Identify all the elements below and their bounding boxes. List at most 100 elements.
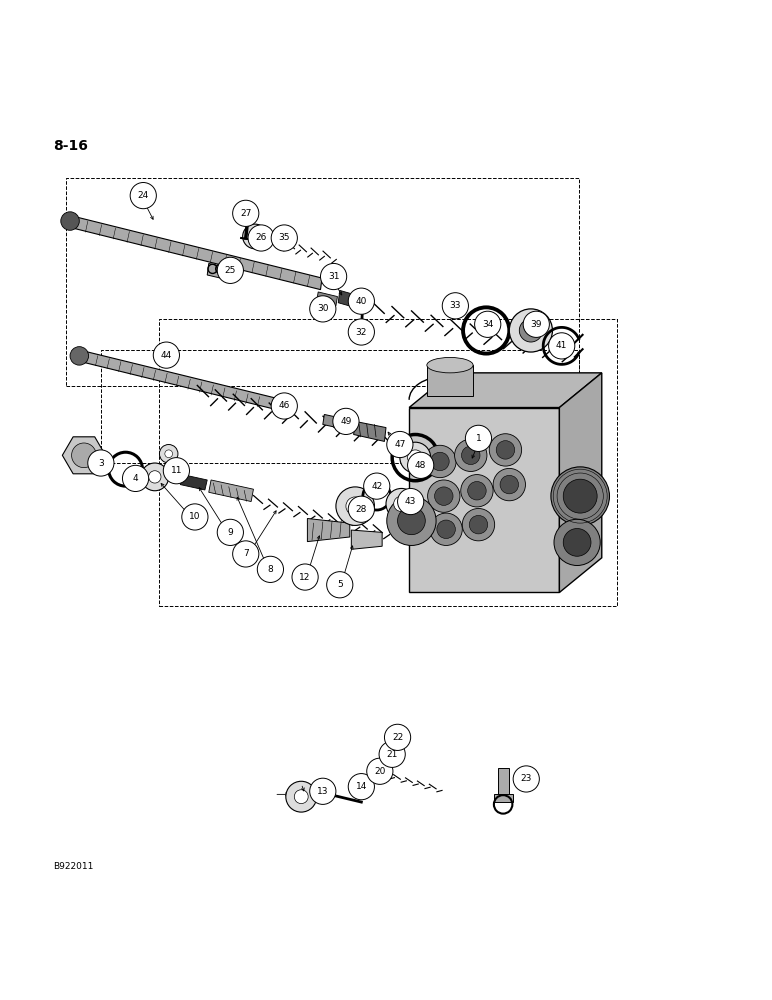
Circle shape [549, 333, 575, 359]
Circle shape [271, 225, 297, 251]
Text: 42: 42 [371, 482, 382, 491]
Circle shape [462, 508, 495, 541]
Circle shape [367, 758, 393, 784]
Text: 33: 33 [449, 301, 461, 310]
Circle shape [428, 480, 460, 512]
Circle shape [500, 475, 519, 494]
Circle shape [88, 450, 114, 476]
Text: 34: 34 [482, 320, 493, 329]
Circle shape [386, 488, 417, 519]
Text: 40: 40 [356, 297, 367, 306]
Circle shape [292, 564, 318, 590]
Text: 39: 39 [530, 320, 542, 329]
Circle shape [469, 515, 488, 534]
Text: 48: 48 [415, 461, 426, 470]
Ellipse shape [427, 357, 473, 373]
Text: 13: 13 [317, 787, 329, 796]
Polygon shape [207, 263, 232, 280]
Polygon shape [80, 351, 276, 409]
Circle shape [217, 519, 243, 545]
Text: 47: 47 [394, 440, 405, 449]
Text: 3: 3 [98, 459, 103, 468]
Circle shape [154, 342, 179, 368]
Circle shape [408, 450, 423, 465]
Text: 32: 32 [356, 328, 367, 337]
Circle shape [435, 487, 453, 505]
Polygon shape [494, 794, 513, 802]
Text: 14: 14 [356, 782, 367, 791]
Text: 22: 22 [392, 733, 403, 742]
Circle shape [564, 529, 591, 556]
Circle shape [510, 309, 553, 352]
Text: 9: 9 [228, 528, 233, 537]
Text: 44: 44 [161, 351, 172, 360]
Circle shape [462, 446, 480, 465]
Polygon shape [63, 437, 106, 474]
Polygon shape [351, 530, 382, 549]
Text: 26: 26 [256, 233, 267, 242]
Circle shape [310, 296, 336, 322]
Polygon shape [180, 475, 207, 490]
Circle shape [520, 319, 543, 342]
Circle shape [437, 520, 455, 539]
Circle shape [333, 408, 359, 434]
Circle shape [564, 479, 598, 513]
Polygon shape [323, 414, 353, 431]
Circle shape [387, 730, 401, 744]
Circle shape [379, 741, 405, 767]
Polygon shape [66, 215, 322, 290]
Text: 27: 27 [240, 209, 252, 218]
Text: 21: 21 [387, 750, 398, 759]
Circle shape [70, 347, 89, 365]
Text: 7: 7 [243, 549, 249, 558]
Circle shape [523, 311, 550, 337]
Circle shape [348, 774, 374, 800]
Circle shape [61, 212, 80, 230]
Circle shape [248, 225, 274, 251]
Text: 8: 8 [268, 565, 273, 574]
Text: 49: 49 [340, 417, 351, 426]
Text: 23: 23 [520, 774, 532, 783]
Circle shape [468, 482, 486, 500]
Text: 28: 28 [356, 505, 367, 514]
Circle shape [181, 504, 208, 530]
Text: 35: 35 [279, 233, 290, 242]
Text: 31: 31 [328, 272, 340, 281]
Text: 41: 41 [556, 341, 567, 350]
Text: 24: 24 [137, 191, 149, 200]
Circle shape [384, 724, 411, 750]
Circle shape [387, 431, 413, 458]
Text: 20: 20 [374, 767, 385, 776]
Circle shape [513, 766, 540, 792]
Circle shape [242, 224, 267, 249]
Circle shape [489, 434, 522, 466]
Circle shape [294, 790, 308, 804]
Circle shape [249, 231, 260, 242]
Circle shape [310, 778, 336, 804]
Text: 46: 46 [279, 401, 290, 410]
Circle shape [286, 781, 317, 812]
Circle shape [346, 497, 364, 515]
Text: 10: 10 [189, 512, 201, 521]
Circle shape [327, 572, 353, 598]
Circle shape [160, 445, 178, 463]
Polygon shape [409, 373, 601, 408]
Text: 5: 5 [337, 580, 343, 589]
Polygon shape [354, 421, 386, 441]
Circle shape [554, 519, 600, 566]
Circle shape [348, 288, 374, 314]
Circle shape [320, 263, 347, 290]
Circle shape [232, 200, 259, 226]
Circle shape [475, 311, 501, 337]
Circle shape [496, 441, 515, 459]
Circle shape [442, 293, 469, 319]
Circle shape [398, 507, 425, 535]
Circle shape [398, 488, 424, 515]
Circle shape [232, 541, 259, 567]
Circle shape [461, 475, 493, 507]
Circle shape [394, 496, 409, 512]
Circle shape [551, 467, 609, 525]
Circle shape [348, 496, 374, 522]
Circle shape [149, 471, 161, 483]
Circle shape [72, 443, 96, 468]
